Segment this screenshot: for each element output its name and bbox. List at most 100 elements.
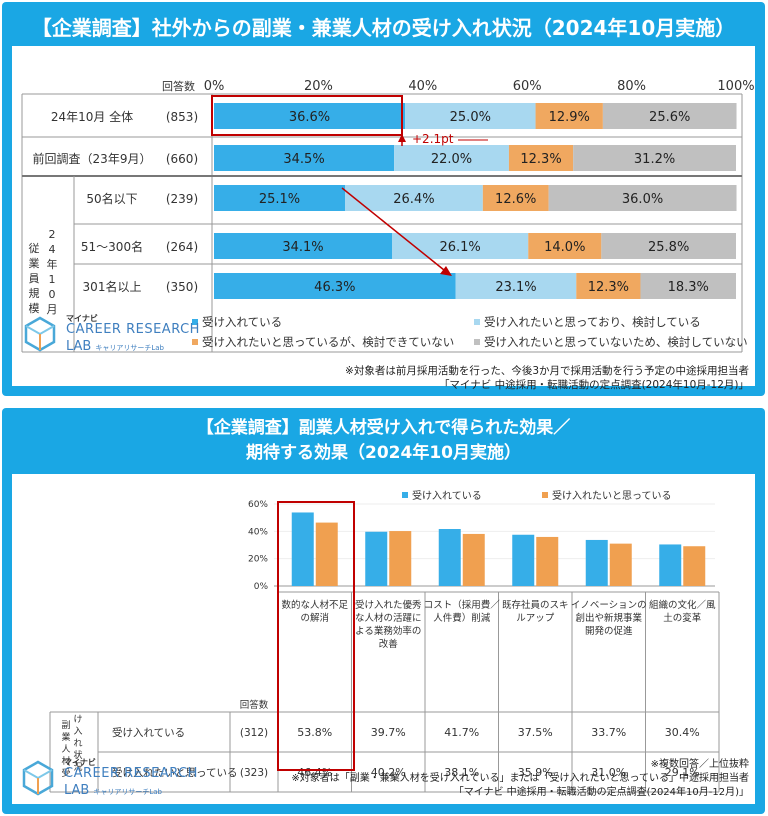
bar bbox=[462, 533, 485, 586]
bar-value-label: 25.6% bbox=[649, 110, 690, 125]
bar-value-label: 26.1% bbox=[439, 240, 480, 255]
career-research-lab-logo-2: マイナビ CAREER RESEARCH LAB キャリアリサーチLab bbox=[18, 758, 198, 798]
bar-segment bbox=[573, 145, 736, 171]
row-respondents: (660) bbox=[166, 152, 198, 166]
bar-segment bbox=[508, 145, 574, 171]
y-axis: 60% 40% 20% 0% bbox=[248, 500, 715, 592]
legend-swatch bbox=[192, 319, 198, 325]
highlight-column bbox=[277, 501, 355, 771]
bar-value-label: 23.1% bbox=[495, 280, 536, 295]
category-label: 人件費）削減 bbox=[433, 612, 491, 624]
legend-swatch bbox=[192, 339, 198, 345]
axis-tick-label: 0% bbox=[204, 79, 225, 94]
group-label-year-char: 1 bbox=[49, 273, 56, 286]
y-tick-label: 60% bbox=[248, 500, 268, 510]
panel-body-2: 受け入れている 受け入れたいと思っている 60% 40% 20% 0% 数的な人材不足の… bbox=[12, 474, 755, 804]
bar-segment bbox=[602, 103, 737, 129]
bar bbox=[659, 544, 682, 586]
bar-value-label: 36.6% bbox=[289, 110, 330, 125]
table-value: 33.7% bbox=[591, 726, 626, 739]
logo-main: CAREER RESEARCH bbox=[66, 321, 200, 337]
legend-swatch bbox=[474, 319, 480, 325]
group-label-char: 員 bbox=[29, 272, 40, 285]
bar-segment bbox=[455, 273, 577, 299]
bar-segment bbox=[576, 273, 641, 299]
row-respondents: (323) bbox=[240, 767, 268, 779]
career-research-lab-logo: マイナビ CAREER RESEARCH LAB キャリアリサーチLab bbox=[20, 314, 200, 354]
category-label: 受け入れた優秀 bbox=[355, 599, 422, 611]
bar-segment bbox=[640, 273, 736, 299]
row-group-label-char: 人 bbox=[61, 744, 70, 755]
trend-arrow bbox=[341, 187, 445, 271]
row-group-label-char: 受 bbox=[61, 767, 70, 779]
category-label: よる業務効率の bbox=[355, 625, 421, 637]
bar bbox=[585, 539, 608, 586]
row-respondents: (350) bbox=[166, 280, 198, 294]
logo-lab-jp: キャリアリサーチLab bbox=[93, 787, 162, 796]
bar-segment bbox=[601, 233, 736, 259]
bar-segment bbox=[535, 103, 603, 129]
row-label: 50名以下 bbox=[86, 191, 137, 206]
logo-cube-icon bbox=[24, 316, 56, 352]
bar-segment bbox=[394, 145, 509, 171]
bar-segment bbox=[214, 103, 406, 129]
group-label-year-char: 0 bbox=[49, 288, 56, 301]
group-label-char: 模 bbox=[29, 302, 40, 315]
logo-main: CAREER RESEARCH bbox=[64, 765, 198, 781]
legend-swatch bbox=[474, 339, 480, 345]
highlight-box bbox=[211, 95, 403, 136]
bar-value-label: 25.1% bbox=[259, 192, 300, 207]
bar-segment bbox=[214, 233, 393, 259]
group-label-char: 従 bbox=[29, 242, 40, 255]
table-value: 29.1% bbox=[665, 766, 700, 779]
source-note: ※対象者は前月採用活動を行った、今後3か月で採用活動を行う予定の中途採用担当者 … bbox=[345, 364, 749, 392]
bar-segment bbox=[548, 185, 737, 211]
bar-segment bbox=[482, 185, 549, 211]
axis-tick-label: 80% bbox=[617, 79, 646, 94]
respondents-header: 回答数 bbox=[162, 79, 195, 93]
bar-value-label: 14.0% bbox=[544, 240, 585, 255]
row-label: 前回調査（23年9月） bbox=[33, 151, 152, 166]
table-value: 41.7% bbox=[444, 726, 479, 739]
logo-small: マイナビ bbox=[64, 757, 96, 767]
category-label: 土の変革 bbox=[663, 612, 702, 624]
category-label: コスト（採用費／ bbox=[424, 599, 501, 611]
table-frame bbox=[21, 93, 743, 353]
bar bbox=[536, 536, 559, 586]
bar-value-label: 26.4% bbox=[393, 192, 434, 207]
table-value: 30.4% bbox=[665, 726, 700, 739]
group-label-year-char: 月 bbox=[47, 303, 58, 316]
bar-value-label: 12.6% bbox=[495, 192, 536, 207]
category-label: 既存社員のスキ bbox=[502, 599, 569, 611]
legend-label: 受け入れている bbox=[202, 315, 282, 329]
bar-value-label: 25.0% bbox=[450, 110, 491, 125]
delta-arrow-head bbox=[398, 134, 406, 142]
axis-tick-label: 60% bbox=[513, 79, 542, 94]
bar-value-label: 12.9% bbox=[549, 110, 590, 125]
panel-title-line-1: 【企業調査】副業人材受け入れで得られた効果／ bbox=[196, 418, 571, 438]
category-label: 開発の促進 bbox=[585, 625, 633, 637]
table-value: 37.5% bbox=[518, 726, 553, 739]
bar-value-label: 18.3% bbox=[668, 280, 709, 295]
row-respondents: (239) bbox=[166, 192, 198, 206]
group-label-year-char: 年 bbox=[47, 257, 58, 271]
bar-segment bbox=[528, 233, 602, 259]
bar-value-label: 22.0% bbox=[431, 152, 472, 167]
legend-label: 受け入れたいと思っており、検討している bbox=[484, 315, 701, 329]
bar-rows: 24年10月 全体 (853) 36.6% 25.0% 12.9% 25.6% 前回調査（2… bbox=[33, 103, 737, 299]
row-respondents: (264) bbox=[166, 240, 198, 254]
delta-annotation: +2.1pt bbox=[412, 132, 454, 146]
bar-value-label: 31.2% bbox=[634, 152, 675, 167]
bar bbox=[438, 529, 461, 586]
bar bbox=[315, 522, 338, 586]
note-line-3: 「マイナビ 中途採用・転職活動の定点調査(2024年10月-12月)」 bbox=[453, 787, 749, 798]
row-respondents: (312) bbox=[240, 727, 268, 739]
table-value: 38.1% bbox=[444, 766, 479, 779]
row-label: 受け入れたいと思っている bbox=[112, 767, 237, 779]
row-group-label-char: 況 bbox=[73, 762, 82, 773]
bar-segment bbox=[214, 273, 456, 299]
bar bbox=[609, 543, 632, 586]
y-tick-label: 40% bbox=[248, 527, 268, 537]
